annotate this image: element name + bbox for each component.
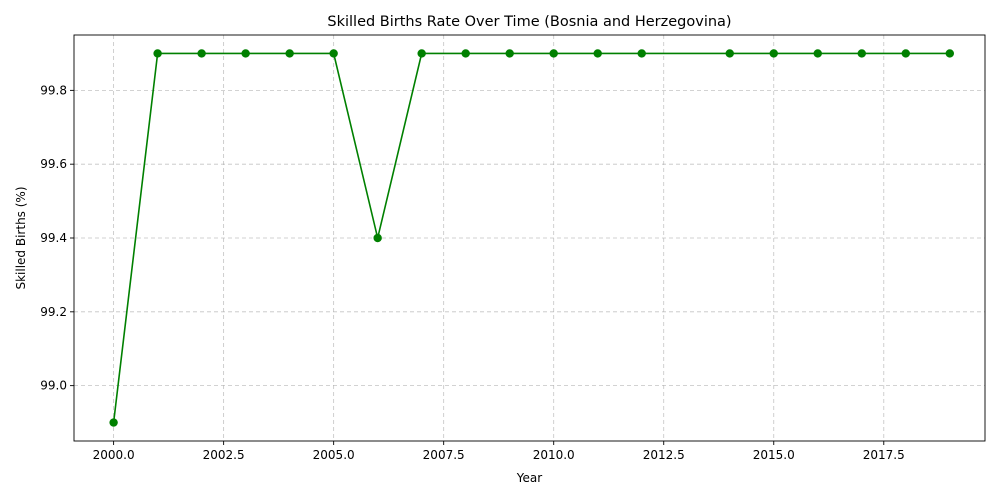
x-tick-label: 2010.0 xyxy=(533,448,575,462)
x-tick-label: 2002.5 xyxy=(203,448,245,462)
y-tick-label: 99.6 xyxy=(40,157,67,171)
data-point xyxy=(417,49,426,58)
data-point xyxy=(285,49,294,58)
x-tick-label: 2007.5 xyxy=(423,448,465,462)
data-point xyxy=(329,49,338,58)
data-point xyxy=(593,49,602,58)
x-tick-label: 2015.0 xyxy=(753,448,795,462)
data-point xyxy=(813,49,822,58)
data-point xyxy=(373,233,382,243)
x-tick-label: 2017.5 xyxy=(863,448,905,462)
data-point xyxy=(197,49,206,58)
y-tick-label: 99.0 xyxy=(40,379,67,393)
y-tick-label: 99.8 xyxy=(40,83,67,97)
data-point xyxy=(461,49,470,58)
data-point xyxy=(945,49,954,58)
data-point xyxy=(857,49,866,58)
data-point xyxy=(109,418,118,427)
data-point xyxy=(549,49,558,58)
axis-ticks: 2000.0 2002.5 2005.0 2007.5 2010.0 2012.5 2015… xyxy=(40,83,904,462)
data-point xyxy=(505,49,514,58)
series-layer xyxy=(109,49,954,427)
grid xyxy=(74,35,985,441)
x-tick-label: 2005.0 xyxy=(313,448,355,462)
x-axis-label: Year xyxy=(516,471,542,485)
chart-title: Skilled Births Rate Over Time (Bosnia an… xyxy=(327,14,731,30)
data-point xyxy=(153,49,162,58)
data-point xyxy=(725,49,734,58)
data-point xyxy=(241,49,250,58)
x-tick-label: 2000.0 xyxy=(93,448,135,462)
y-tick-label: 99.4 xyxy=(40,231,67,245)
y-axis-label: Skilled Births (%) xyxy=(14,186,28,289)
y-tick-label: 99.2 xyxy=(40,305,67,319)
data-point xyxy=(769,49,778,58)
data-point xyxy=(637,49,646,58)
data-point xyxy=(901,49,910,58)
x-tick-label: 2012.5 xyxy=(643,448,685,462)
